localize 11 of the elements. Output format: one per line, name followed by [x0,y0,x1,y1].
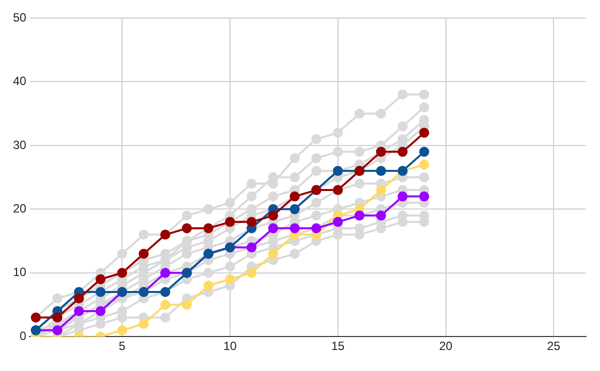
y-tick-label: 0 [20,328,27,343]
y-tick-label: 20 [12,201,27,216]
x-tick-label: 5 [118,339,126,354]
y-tick-label: 10 [12,265,27,280]
y-tick-label: 40 [12,74,27,88]
x-tick-label: 10 [223,339,237,354]
y-tick-label: 30 [12,138,27,152]
x-tick-label: 15 [331,339,345,354]
y-tick-label: 50 [12,10,27,24]
x-tick-label: 25 [546,339,561,354]
x-tick-label: 20 [439,339,453,354]
